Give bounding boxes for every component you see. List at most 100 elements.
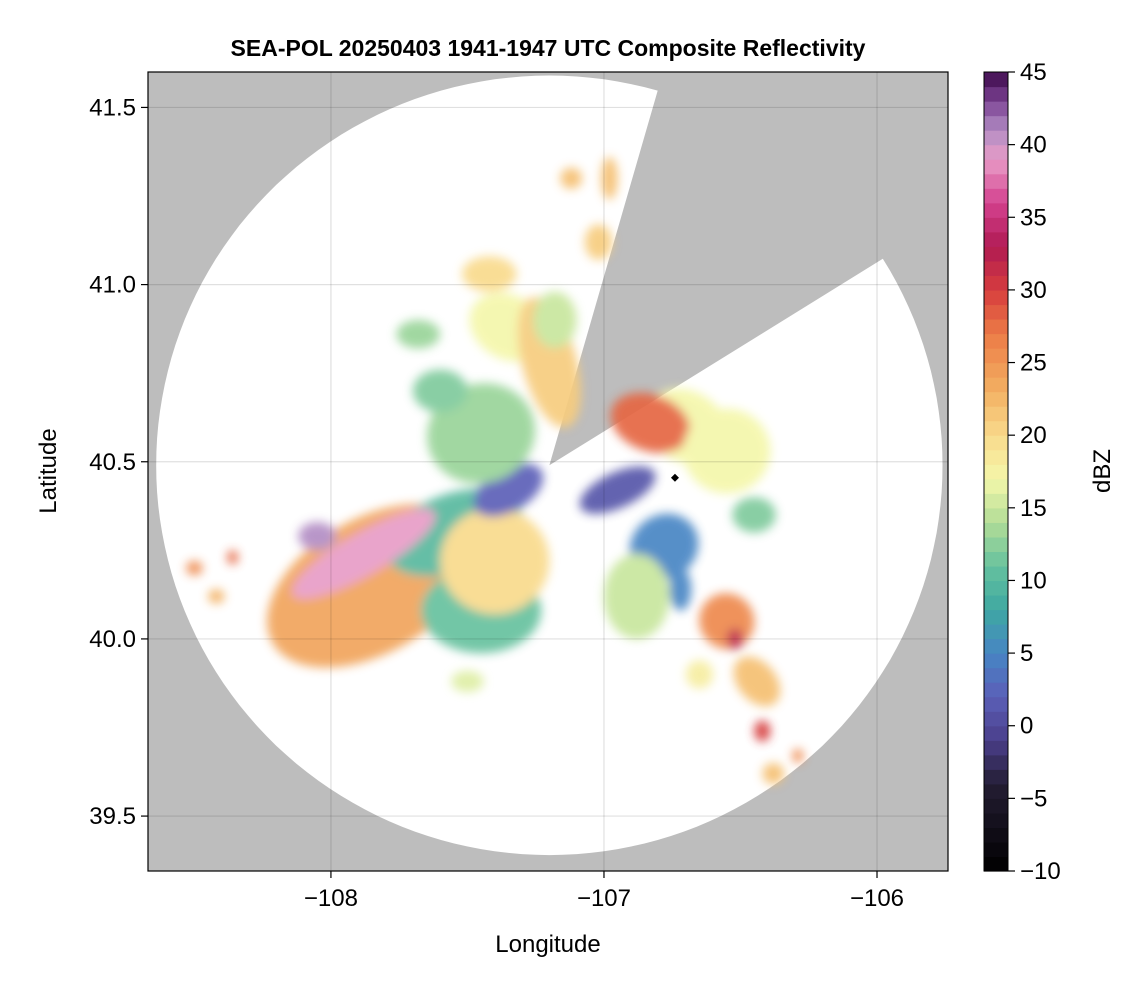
echo-cell-13: [533, 291, 577, 349]
x-tick-label-2: −106: [850, 885, 904, 912]
echo-cell-23: [669, 568, 692, 611]
echo-cell-30: [792, 748, 804, 763]
x-tick-label-1: −107: [577, 885, 631, 912]
colorbar-bin: [984, 565, 1008, 582]
colorbar-bin: [984, 827, 1008, 843]
colorbar-bin: [984, 304, 1008, 320]
colorbar-bin: [984, 144, 1008, 160]
colorbar-bin: [984, 580, 1008, 596]
echo-cell-31: [685, 660, 714, 689]
colorbar-bin: [984, 391, 1008, 407]
plot-inner: [148, 72, 948, 871]
colorbar-bin: [984, 667, 1008, 683]
site-marker-icon: [670, 473, 679, 482]
echo-cell-20: [732, 497, 776, 533]
colorbar-bin: [984, 86, 1008, 102]
echo-cell-14: [584, 224, 613, 260]
y-axis-label: Latitude: [35, 428, 62, 513]
echo-cell-27: [733, 656, 781, 707]
echo-cell-3: [440, 507, 550, 615]
colorbar-bin: [984, 159, 1008, 175]
colorbar-bin: [984, 638, 1008, 654]
y-tick-label-0: 39.5: [89, 803, 136, 830]
colorbar-bin: [984, 115, 1008, 131]
y-tick-label-2: 40.5: [89, 449, 136, 476]
colorbar-tick-label-8: 30: [1020, 277, 1047, 304]
colorbar-bin: [984, 173, 1008, 189]
colorbar-bin: [984, 362, 1008, 378]
echo-cell-9: [396, 320, 441, 349]
echo-cell-6: [298, 522, 337, 551]
colorbar-tick-label-2: 0: [1020, 713, 1033, 740]
colorbar-tick-label-4: 10: [1020, 567, 1047, 594]
colorbar-bin: [984, 769, 1008, 785]
colorbar-tick-label-10: 40: [1020, 132, 1047, 159]
x-axis-label: Longitude: [495, 931, 600, 958]
echo-cell-15: [560, 167, 583, 189]
colorbar-bin: [984, 551, 1008, 567]
colorbar-bin: [984, 798, 1008, 814]
colorbar-tick-label-0: −10: [1020, 858, 1061, 885]
echo-cell-16: [601, 157, 618, 200]
colorbar-bin: [984, 318, 1008, 335]
echo-cell-28: [754, 720, 771, 742]
echo-cell-33: [208, 589, 225, 604]
colorbar-bin: [984, 754, 1008, 770]
plot-frame: [147, 71, 949, 872]
colorbar-bin: [984, 420, 1008, 436]
colorbar-bin: [984, 130, 1008, 146]
colorbar-bin: [984, 522, 1008, 538]
colorbar-tick-label-11: 45: [1020, 59, 1047, 86]
colorbar-bin: [984, 609, 1008, 625]
colorbar-tick-label-9: 35: [1020, 204, 1047, 231]
colorbar-bin: [984, 202, 1008, 218]
y-axis: 39.5 40.0 40.5 41.0 41.5: [89, 94, 148, 830]
echo-cell-18: [610, 392, 691, 453]
colorbar-bin: [984, 333, 1008, 349]
colorbar-bin: [984, 348, 1008, 364]
colorbar-bin: [984, 536, 1008, 552]
colorbar-bin: [984, 841, 1008, 858]
plot-area: [147, 71, 949, 872]
colorbar-bin: [984, 217, 1008, 233]
colorbar-bin: [984, 435, 1008, 451]
echo-cell-34: [227, 550, 239, 565]
colorbar-ticks: −10 −5 0 5 10 15 20 25 30 35 40 45: [1008, 59, 1061, 885]
echo-cell-5: [291, 508, 436, 599]
chart-title: SEA-POL 20250403 1941-1947 UTC Composite…: [231, 35, 866, 61]
colorbar-bin: [984, 711, 1008, 727]
echo-cell-26: [726, 628, 744, 650]
colorbar-bin: [984, 246, 1008, 262]
colorbar-bin: [984, 682, 1008, 698]
colorbar-bin: [984, 696, 1008, 712]
echo-cell-21: [579, 466, 656, 514]
colorbar-bin: [984, 377, 1008, 393]
colorbar: −10 −5 0 5 10 15 20 25 30 35 40 45 dBZ: [983, 59, 1116, 885]
colorbar-bin: [984, 783, 1008, 799]
colorbar-bin: [984, 624, 1008, 640]
echo-cell-29: [762, 763, 785, 785]
colorbar-bin: [984, 594, 1008, 611]
colorbar-bin: [984, 188, 1008, 204]
colorbar-tick-label-6: 20: [1020, 422, 1047, 449]
colorbar-bin: [984, 507, 1008, 523]
x-tick-label-0: −108: [304, 885, 358, 912]
colorbar-bin: [984, 406, 1008, 422]
echo-cell-11: [462, 256, 517, 292]
colorbar-bins: [984, 72, 1008, 872]
colorbar-tick-label-3: 5: [1020, 640, 1033, 667]
x-axis: −108 −107 −106: [304, 871, 904, 912]
colorbar-bin: [984, 464, 1008, 480]
colorbar-bin: [984, 725, 1008, 741]
y-tick-label-3: 41.0: [89, 272, 136, 299]
echo-cell-32: [186, 561, 203, 576]
colorbar-tick-label-7: 25: [1020, 350, 1047, 377]
colorbar-bin: [984, 653, 1008, 669]
colorbar-bin: [984, 260, 1008, 276]
colorbar-bin: [984, 72, 1008, 88]
colorbar-bin: [984, 740, 1008, 756]
colorbar-bin: [984, 856, 1008, 872]
colorbar-tick-label-1: −5: [1020, 785, 1047, 812]
colorbar-frame: [983, 71, 1009, 872]
